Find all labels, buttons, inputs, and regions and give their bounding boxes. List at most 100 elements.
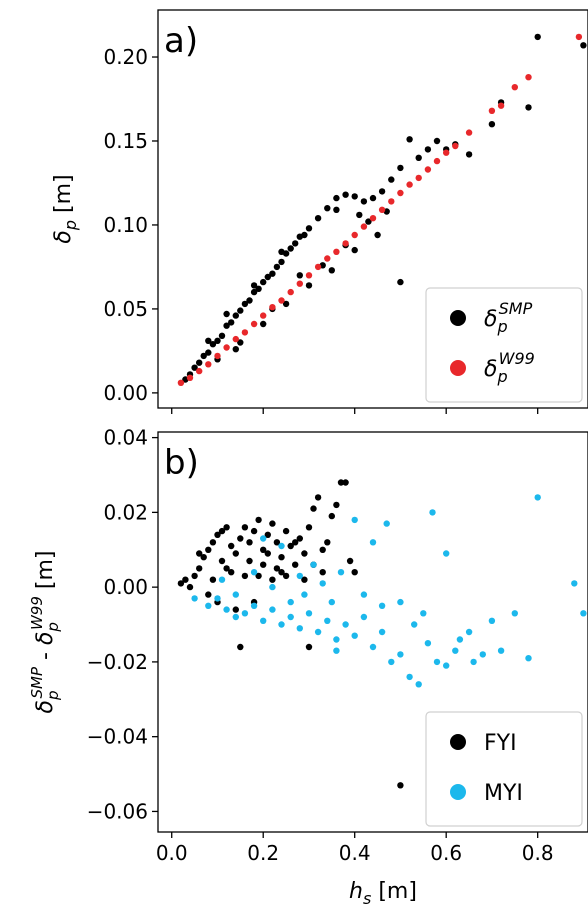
data-point xyxy=(237,643,244,651)
data-point xyxy=(465,151,473,158)
data-point xyxy=(269,270,276,277)
panel-a: 0.00 0.05 0.10 0.15 0.20 a) δp [m] δpSMP δpW99 xyxy=(51,9,588,414)
data-point xyxy=(255,572,262,580)
data-point xyxy=(269,583,276,591)
data-point xyxy=(571,580,578,587)
y-axis-title: δpSMP - δpW99 [m] xyxy=(28,551,62,714)
data-point xyxy=(218,557,226,565)
legend-marker xyxy=(450,784,466,800)
data-point xyxy=(260,561,267,568)
data-point xyxy=(369,643,377,651)
legend-label: δpSMP xyxy=(484,299,533,336)
data-point xyxy=(351,246,358,254)
data-point xyxy=(269,304,276,311)
data-point xyxy=(182,576,189,583)
data-point xyxy=(511,610,518,617)
data-point xyxy=(452,142,459,150)
data-point xyxy=(264,531,271,538)
plot-frame xyxy=(157,9,588,409)
data-point xyxy=(186,583,194,591)
data-point xyxy=(250,282,258,289)
legend: δpSMP δpW99 xyxy=(425,287,583,403)
data-point xyxy=(282,300,290,308)
data-point xyxy=(333,206,340,213)
data-point xyxy=(406,181,413,188)
series-2 xyxy=(177,33,583,386)
data-point xyxy=(264,273,271,281)
data-point xyxy=(378,602,386,609)
data-point xyxy=(191,595,198,602)
data-point xyxy=(369,194,377,202)
data-point xyxy=(177,379,185,386)
data-point xyxy=(287,245,294,252)
data-point xyxy=(218,332,226,339)
data-point xyxy=(273,539,281,546)
panel-label: b) xyxy=(164,443,199,483)
data-point xyxy=(365,218,372,225)
y-tick-label: 0.00 xyxy=(103,575,148,599)
data-point xyxy=(497,102,505,109)
data-point xyxy=(223,524,230,531)
panel-b: −0.06 −0.04 −0.02 0.00 0.02 0.04 0.0 0.2 0.4 0.6 0… xyxy=(28,426,588,908)
data-point xyxy=(337,479,345,486)
data-point xyxy=(333,636,340,643)
data-point xyxy=(415,154,422,161)
data-point xyxy=(282,572,290,580)
data-point xyxy=(324,539,331,546)
data-point xyxy=(443,662,450,669)
data-point xyxy=(424,640,432,647)
data-point xyxy=(305,272,313,279)
data-point xyxy=(342,621,349,628)
data-point xyxy=(351,632,358,639)
data-point xyxy=(388,658,395,666)
data-point xyxy=(287,613,294,621)
data-point xyxy=(305,282,313,289)
data-point xyxy=(237,307,244,314)
data-point xyxy=(292,539,299,546)
data-point xyxy=(369,539,377,546)
data-point xyxy=(342,191,349,198)
data-point xyxy=(452,647,459,654)
data-point xyxy=(260,535,267,542)
data-point xyxy=(205,591,212,598)
data-point xyxy=(255,285,262,292)
data-point xyxy=(196,565,203,572)
data-point xyxy=(214,531,221,538)
data-point xyxy=(351,516,358,524)
data-point xyxy=(465,628,473,636)
data-point xyxy=(191,364,198,371)
data-point xyxy=(287,598,294,606)
data-point xyxy=(415,174,422,182)
data-point xyxy=(534,33,541,41)
data-point xyxy=(232,346,239,353)
data-point xyxy=(205,349,212,356)
plot-frame xyxy=(157,431,588,833)
data-point xyxy=(314,263,322,271)
data-point xyxy=(305,524,313,531)
data-point xyxy=(319,580,326,587)
data-point xyxy=(250,288,258,296)
data-point xyxy=(314,215,322,222)
data-point xyxy=(250,569,258,576)
data-point xyxy=(443,149,450,156)
data-point xyxy=(351,193,358,200)
data-point xyxy=(388,176,395,183)
data-point xyxy=(360,591,368,598)
data-point xyxy=(278,569,285,576)
data-point xyxy=(580,42,587,49)
data-point xyxy=(292,561,299,568)
data-point xyxy=(415,681,422,688)
data-point xyxy=(397,782,404,789)
data-point xyxy=(282,527,290,535)
data-point xyxy=(287,542,294,550)
data-point xyxy=(264,550,271,557)
data-point xyxy=(305,610,313,617)
data-point xyxy=(278,248,285,255)
data-point xyxy=(301,576,308,583)
legend-label: MYI xyxy=(484,781,523,806)
data-point xyxy=(223,310,230,318)
data-point xyxy=(479,651,486,658)
data-point xyxy=(250,527,258,535)
x-tick-label: 0.4 xyxy=(339,841,371,865)
y-tick-label: 0.15 xyxy=(103,129,148,153)
